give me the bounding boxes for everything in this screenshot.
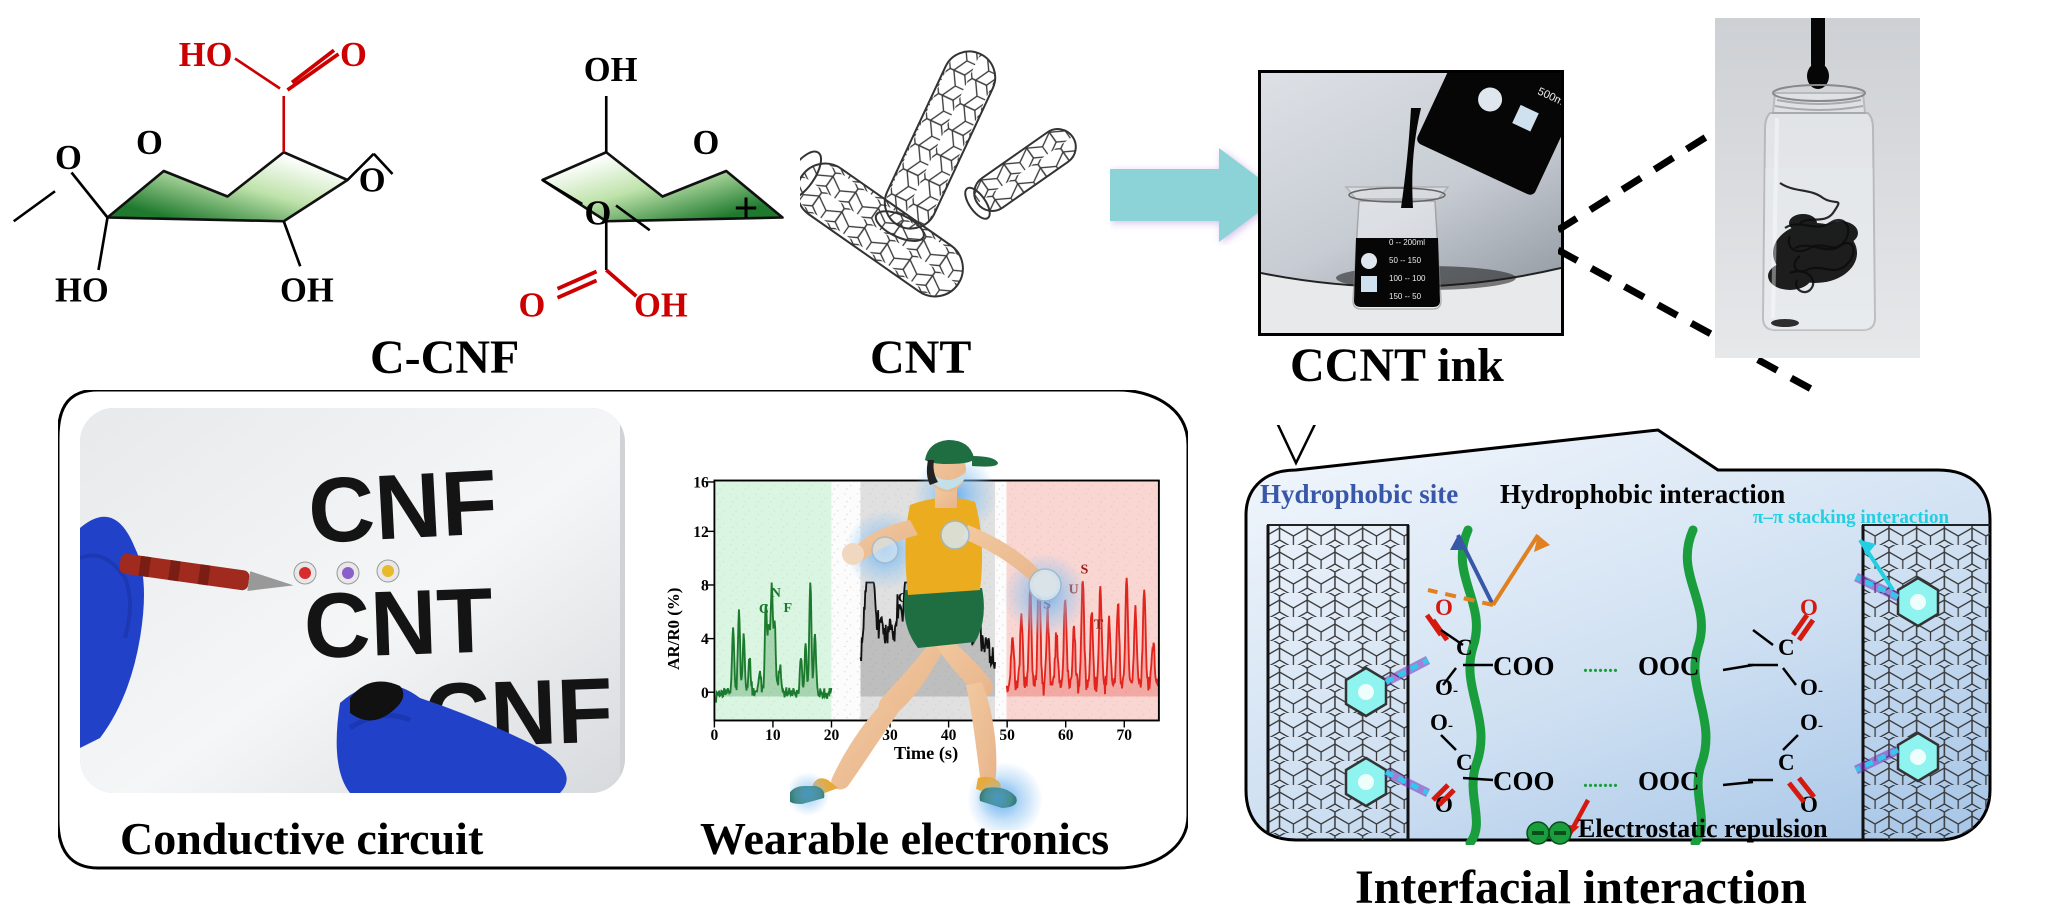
svg-text:O: O	[519, 287, 546, 325]
svg-text:N: N	[771, 585, 781, 601]
svg-text:COO: COO	[1493, 766, 1555, 796]
svg-text:HO: HO	[179, 36, 233, 74]
svg-text:-: -	[1818, 718, 1823, 734]
svg-text:.......: .......	[1583, 655, 1618, 677]
svg-text:+: +	[734, 183, 759, 230]
svg-text:Electrostatic repulsion: Electrostatic repulsion	[1578, 814, 1828, 843]
svg-text:0 -- 200ml: 0 -- 200ml	[1389, 238, 1425, 247]
svg-text:OH: OH	[584, 51, 638, 89]
svg-text:0: 0	[701, 685, 709, 702]
svg-text:O: O	[693, 124, 720, 162]
svg-text:C: C	[759, 601, 769, 617]
svg-text:Hydrophobic site: Hydrophobic site	[1260, 479, 1458, 509]
svg-text:O: O	[585, 194, 612, 232]
svg-text:-: -	[1818, 683, 1823, 699]
svg-text:HO: HO	[55, 272, 109, 310]
svg-text:8: 8	[701, 578, 709, 595]
svg-text:C: C	[1456, 750, 1473, 775]
svg-text:O: O	[340, 36, 367, 74]
svg-text:CNF: CNF	[306, 451, 500, 563]
svg-text:4: 4	[701, 631, 709, 648]
svg-text:OH: OH	[634, 287, 688, 325]
svg-text:COO: COO	[1493, 651, 1555, 681]
svg-text:AR/R0 (%): AR/R0 (%)	[665, 588, 683, 670]
svg-text:C: C	[1456, 635, 1473, 660]
svg-text:10: 10	[765, 727, 781, 744]
svg-text:CNT: CNT	[302, 569, 495, 678]
svg-text:O: O	[1430, 710, 1448, 735]
svg-text:O: O	[1800, 595, 1818, 620]
svg-text:100 -- 100: 100 -- 100	[1389, 274, 1426, 283]
svg-text:16: 16	[693, 475, 709, 492]
svg-text:O: O	[1435, 595, 1453, 620]
svg-text:150 -- 50: 150 -- 50	[1389, 292, 1422, 301]
svg-text:O: O	[1435, 675, 1453, 700]
svg-text:O: O	[55, 139, 82, 177]
svg-text:-: -	[1448, 718, 1453, 734]
svg-text:50 -- 150: 50 -- 150	[1389, 256, 1422, 265]
svg-text:OH: OH	[280, 272, 334, 310]
svg-text:.......: .......	[1583, 770, 1618, 792]
svg-text:O: O	[1800, 675, 1818, 700]
svg-text:-: -	[1453, 683, 1458, 699]
svg-text:12: 12	[693, 524, 709, 541]
svg-text:O: O	[1800, 710, 1818, 735]
svg-text:O: O	[136, 124, 163, 162]
svg-text:0: 0	[711, 727, 719, 744]
svg-text:OOC: OOC	[1638, 651, 1700, 681]
svg-text:OOC: OOC	[1638, 766, 1700, 796]
svg-text:π–π stacking interaction: π–π stacking interaction	[1753, 507, 1949, 528]
svg-text:C: C	[1778, 750, 1795, 775]
svg-text:C: C	[1778, 635, 1795, 660]
svg-text:Hydrophobic interaction: Hydrophobic interaction	[1500, 479, 1785, 509]
svg-text:O: O	[359, 161, 386, 199]
